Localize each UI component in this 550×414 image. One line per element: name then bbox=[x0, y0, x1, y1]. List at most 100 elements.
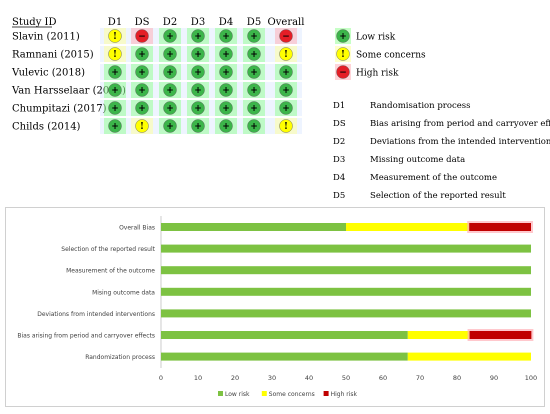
domain-code: D2 bbox=[333, 137, 345, 147]
rating-symbol: + bbox=[250, 32, 258, 42]
rating-low-circle bbox=[219, 29, 233, 43]
domain-code: DS bbox=[333, 119, 346, 129]
rating-symbol: + bbox=[250, 86, 258, 96]
domain-code: D4 bbox=[333, 173, 345, 183]
rating-low-circle bbox=[219, 47, 233, 61]
rating-low-circle bbox=[163, 65, 177, 79]
column-header-d1: D1 bbox=[108, 17, 122, 28]
column-header-d4: D4 bbox=[219, 17, 233, 28]
study-id-header: Study ID bbox=[12, 17, 57, 28]
x-tick-label: 90 bbox=[490, 374, 498, 382]
legend-high-circle bbox=[336, 65, 350, 79]
legend-label: Some concerns bbox=[269, 391, 315, 398]
rating-low-circle bbox=[279, 83, 293, 97]
rating-symbol: + bbox=[194, 68, 202, 78]
domain-code: D5 bbox=[333, 191, 345, 201]
rating-low-circle bbox=[247, 119, 261, 133]
rating-symbol: + bbox=[138, 86, 146, 96]
domain-label: Deviations from the intended interventio… bbox=[370, 137, 550, 147]
study-name: Ramnani (2015) bbox=[12, 50, 94, 61]
legend-symbol: + bbox=[339, 32, 347, 42]
bar-segment-high bbox=[469, 223, 531, 231]
rating-symbol: + bbox=[282, 68, 290, 78]
x-tick-label: 30 bbox=[268, 374, 276, 382]
rating-symbol: + bbox=[166, 104, 174, 114]
rating-symbol: + bbox=[166, 122, 174, 132]
rating-symbol: + bbox=[194, 50, 202, 60]
rating-low-circle bbox=[135, 101, 149, 115]
study-name: Chumpitazi (2017) bbox=[12, 104, 107, 115]
study-name: Vulevic (2018) bbox=[11, 68, 85, 79]
legend-swatch-low bbox=[218, 391, 223, 396]
bar-segment-low bbox=[161, 287, 531, 296]
rating-symbol: ! bbox=[284, 50, 288, 60]
bar-segment-low bbox=[161, 309, 531, 318]
legend-swatch-high bbox=[323, 391, 329, 396]
rating-low-circle bbox=[163, 47, 177, 61]
x-tick-label: 80 bbox=[453, 374, 461, 382]
rating-symbol: + bbox=[194, 86, 202, 96]
rating-symbol: + bbox=[222, 68, 230, 78]
domain-code: D1 bbox=[333, 101, 345, 111]
x-tick-label: 100 bbox=[525, 374, 537, 382]
rating-symbol: + bbox=[222, 86, 230, 96]
rating-symbol: + bbox=[222, 104, 230, 114]
rating-low-circle bbox=[279, 101, 293, 115]
x-tick-label: 50 bbox=[342, 374, 350, 382]
rating-low-circle bbox=[163, 83, 177, 97]
column-header-d3: D3 bbox=[191, 17, 205, 28]
rating-low-circle bbox=[247, 29, 261, 43]
study-name: Childs (2014) bbox=[12, 122, 81, 133]
summary-bar-chart-panel: Overall Bias Selection of the reported re… bbox=[5, 207, 545, 407]
column-header-d2: D2 bbox=[163, 17, 177, 28]
rating-symbol: + bbox=[111, 86, 119, 96]
rating-symbol: + bbox=[166, 68, 174, 78]
bar-segment-some bbox=[346, 223, 470, 231]
bar-segment-low bbox=[161, 352, 408, 361]
bar-segment-low bbox=[161, 244, 531, 253]
rating-some-circle bbox=[108, 29, 122, 43]
rating-low-circle bbox=[219, 83, 233, 97]
x-tick-label: 60 bbox=[379, 374, 387, 382]
rating-low-circle bbox=[219, 65, 233, 79]
bar-segment-high bbox=[469, 331, 532, 339]
rating-symbol: + bbox=[194, 104, 202, 114]
bar-segment-some bbox=[407, 331, 470, 339]
rating-symbol: + bbox=[138, 68, 146, 78]
rating-low-circle bbox=[219, 101, 233, 115]
bar-segment-low bbox=[161, 331, 408, 339]
rating-some-circle bbox=[279, 47, 293, 61]
column-header-d5: D5 bbox=[247, 17, 261, 28]
rating-low-circle bbox=[191, 29, 205, 43]
rating-symbol: + bbox=[250, 122, 258, 132]
x-tick-label: 0 bbox=[159, 374, 163, 382]
summary-bar-chart: Overall Bias Selection of the reported re… bbox=[17, 216, 537, 398]
category-label: Selection of the reported result bbox=[61, 246, 155, 253]
rating-low-circle bbox=[191, 119, 205, 133]
rating-symbol: + bbox=[250, 68, 258, 78]
rating-low-circle bbox=[191, 65, 205, 79]
category-label: Measurement of the outcome bbox=[66, 268, 155, 275]
category-label: Mising outcome data bbox=[92, 289, 155, 296]
rating-low-circle bbox=[247, 47, 261, 61]
x-tick-label: 20 bbox=[231, 374, 239, 382]
domain-code: D3 bbox=[333, 155, 345, 165]
legend-label: Low risk bbox=[225, 391, 250, 398]
rating-low-circle bbox=[108, 65, 122, 79]
rating-symbol: ! bbox=[113, 50, 117, 60]
domain-label: Bias arising from period and carryover e… bbox=[370, 119, 550, 129]
rating-symbol: ! bbox=[140, 122, 144, 132]
rating-some-circle bbox=[108, 47, 122, 61]
rating-symbol: − bbox=[282, 32, 290, 42]
legend-label: High risk bbox=[331, 391, 358, 398]
rating-high-circle bbox=[135, 29, 149, 43]
rating-some-circle bbox=[279, 119, 293, 133]
rating-low-circle bbox=[135, 83, 149, 97]
rating-symbol: + bbox=[194, 122, 202, 132]
rating-symbol: + bbox=[250, 50, 258, 60]
bar-segment-some bbox=[407, 352, 531, 361]
category-label: Bias arising from period and carryover e… bbox=[17, 333, 155, 340]
rating-high-circle bbox=[279, 29, 293, 43]
rating-symbol: + bbox=[250, 104, 258, 114]
rating-symbol: + bbox=[282, 86, 290, 96]
